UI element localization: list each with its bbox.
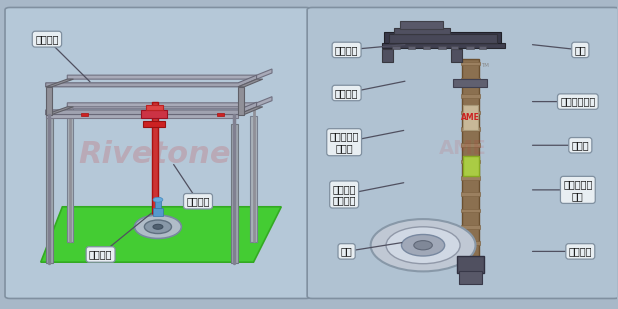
Bar xyxy=(382,49,393,62)
Bar xyxy=(394,28,449,34)
Text: 刹车: 刹车 xyxy=(575,45,586,55)
Text: AME: AME xyxy=(461,113,480,122)
Bar xyxy=(466,46,473,49)
Polygon shape xyxy=(41,207,281,262)
Bar xyxy=(460,225,480,229)
Text: 电控箱: 电控箱 xyxy=(572,140,589,150)
Bar xyxy=(463,105,478,130)
Bar xyxy=(149,113,156,116)
Bar xyxy=(451,46,458,49)
Bar xyxy=(216,113,224,116)
Bar xyxy=(142,110,167,118)
Bar xyxy=(153,208,163,216)
Polygon shape xyxy=(238,79,263,87)
Text: 行走滑车: 行走滑车 xyxy=(335,45,358,55)
Circle shape xyxy=(386,227,460,264)
Text: AME: AME xyxy=(439,139,487,158)
Polygon shape xyxy=(46,102,256,115)
Text: 操作手柄及
按钮: 操作手柄及 按钮 xyxy=(563,179,593,201)
Text: 提升系统: 提升系统 xyxy=(186,196,210,206)
Bar xyxy=(460,111,480,114)
Bar xyxy=(460,143,480,147)
Polygon shape xyxy=(46,79,74,87)
Bar xyxy=(460,274,480,277)
Text: 防坠机构: 防坠机构 xyxy=(569,246,592,256)
Circle shape xyxy=(371,219,475,271)
Text: 立柱框架: 立柱框架 xyxy=(35,34,59,44)
Bar xyxy=(460,176,480,180)
Bar xyxy=(382,43,505,49)
Bar xyxy=(460,78,480,82)
Text: TM: TM xyxy=(481,63,489,68)
FancyBboxPatch shape xyxy=(307,7,618,298)
Circle shape xyxy=(402,235,445,256)
Circle shape xyxy=(414,241,433,250)
Bar xyxy=(460,257,480,261)
Text: Rivetone: Rivetone xyxy=(78,140,231,169)
Bar xyxy=(460,192,480,196)
Circle shape xyxy=(135,215,181,239)
Polygon shape xyxy=(67,97,272,107)
Bar xyxy=(457,256,484,273)
Bar xyxy=(152,102,158,222)
Bar xyxy=(143,121,165,127)
Text: 行走车架: 行走车架 xyxy=(335,88,358,98)
Polygon shape xyxy=(46,107,74,115)
Bar xyxy=(462,156,478,176)
Text: 智能提升动
力总成: 智能提升动 力总成 xyxy=(329,131,359,153)
Bar xyxy=(46,115,53,263)
Bar xyxy=(460,127,480,131)
Bar xyxy=(462,59,479,281)
Bar xyxy=(389,34,497,43)
Polygon shape xyxy=(238,107,263,115)
Circle shape xyxy=(145,220,172,234)
Bar xyxy=(460,159,480,163)
Polygon shape xyxy=(238,87,244,115)
Bar xyxy=(451,49,462,62)
Bar xyxy=(400,21,444,29)
Polygon shape xyxy=(46,87,52,115)
Polygon shape xyxy=(46,75,256,87)
Bar xyxy=(146,105,163,110)
Bar xyxy=(392,46,400,49)
Text: 报警提示装置: 报警提示装置 xyxy=(561,97,596,107)
Bar xyxy=(460,209,480,212)
Text: 视觉识别
定位系统: 视觉识别 定位系统 xyxy=(332,184,356,205)
Bar xyxy=(67,105,256,108)
Bar xyxy=(231,124,238,263)
Circle shape xyxy=(153,197,163,202)
FancyBboxPatch shape xyxy=(5,7,311,298)
Polygon shape xyxy=(67,69,272,79)
Bar xyxy=(67,107,74,242)
Bar xyxy=(460,94,480,98)
Bar xyxy=(250,116,256,242)
Bar xyxy=(452,79,486,87)
Bar xyxy=(46,114,238,118)
Bar xyxy=(384,32,501,43)
Bar xyxy=(460,61,480,65)
Text: 轨道系统: 轨道系统 xyxy=(89,249,112,260)
Bar xyxy=(155,197,161,208)
Bar xyxy=(408,46,415,49)
Bar xyxy=(423,46,431,49)
Bar xyxy=(439,46,446,49)
Bar xyxy=(81,113,88,116)
Bar xyxy=(478,46,486,49)
Bar xyxy=(460,241,480,245)
Bar xyxy=(459,271,481,284)
Text: 料轴: 料轴 xyxy=(341,246,352,256)
Circle shape xyxy=(153,224,163,229)
